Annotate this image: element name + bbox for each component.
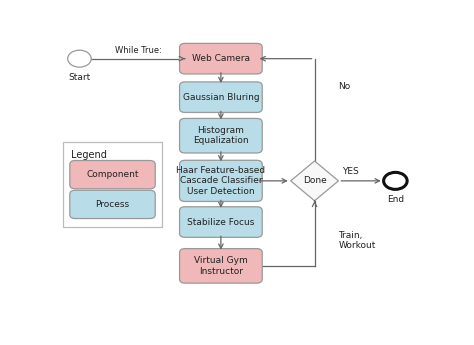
Text: Virtual Gym
Instructor: Virtual Gym Instructor	[194, 256, 248, 276]
Text: Histogram
Equalization: Histogram Equalization	[193, 126, 249, 145]
Text: Start: Start	[68, 73, 91, 82]
Polygon shape	[291, 161, 338, 201]
Text: YES: YES	[342, 167, 359, 176]
Circle shape	[68, 50, 91, 67]
FancyBboxPatch shape	[63, 142, 162, 227]
Circle shape	[383, 172, 407, 189]
Text: Done: Done	[303, 176, 327, 185]
FancyBboxPatch shape	[180, 82, 262, 112]
Text: Train,
Workout: Train, Workout	[338, 231, 376, 250]
FancyBboxPatch shape	[180, 207, 262, 237]
Text: End: End	[387, 195, 404, 204]
FancyBboxPatch shape	[180, 118, 262, 153]
Text: No: No	[338, 82, 351, 91]
Text: Component: Component	[86, 170, 139, 179]
Text: Gaussian Bluring: Gaussian Bluring	[182, 93, 259, 102]
Text: Web Camera: Web Camera	[192, 54, 250, 63]
FancyBboxPatch shape	[70, 190, 155, 218]
Text: Stabilize Focus: Stabilize Focus	[187, 218, 255, 227]
Text: Process: Process	[95, 200, 129, 209]
Text: Legend: Legend	[71, 150, 107, 160]
Text: Haar Feature-based
Cascade Classifier
User Detection: Haar Feature-based Cascade Classifier Us…	[176, 166, 265, 196]
Text: While True:: While True:	[115, 47, 162, 56]
FancyBboxPatch shape	[180, 160, 262, 201]
FancyBboxPatch shape	[70, 160, 155, 189]
FancyBboxPatch shape	[180, 249, 262, 283]
FancyBboxPatch shape	[180, 43, 262, 74]
